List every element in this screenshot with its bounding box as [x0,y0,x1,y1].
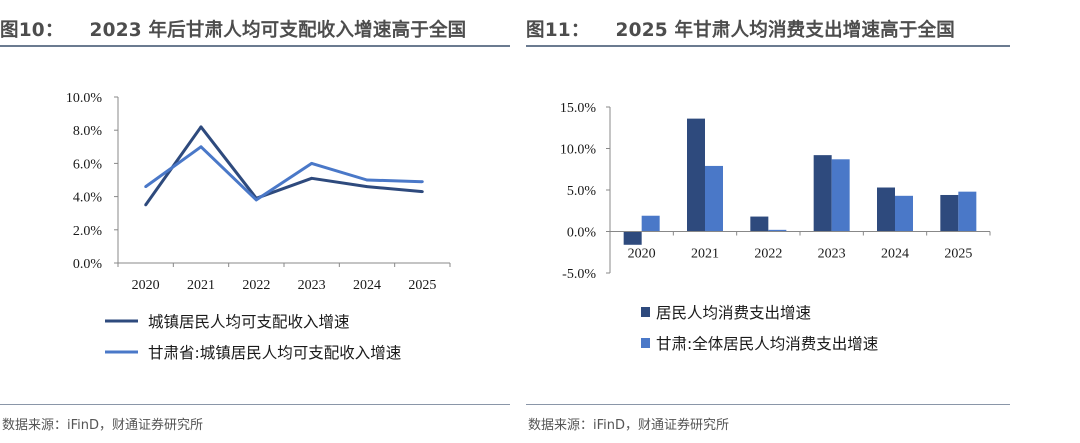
x-tick-label: 2021 [187,278,215,293]
x-tick-label: 2024 [881,247,909,262]
data-point [365,185,369,189]
x-tick-label: 2020 [628,247,656,262]
series-line-2 [144,145,423,202]
x-tick-label: 2020 [132,278,160,293]
x-tick-label: 2023 [298,278,326,293]
y-tick-label: 5.0% [567,184,597,199]
bar-series-1 [687,118,705,232]
figure-10-title-text: 2023 年后甘肃人均可支配收入增速高于全国 [89,20,467,41]
figure-10-source: 数据来源：iFinD，财通证券研究所 [2,418,204,433]
legend-label-1: 城镇居民人均可支配收入增速 [148,313,350,331]
bar-series-2 [768,229,787,232]
figure-11-source: 数据来源：iFinD，财通证券研究所 [528,418,730,433]
figure-11: 图11： 2025 年甘肃人均消费支出增速高于全国 -5.0% 0.0% 5.0% 10… [526,0,1080,443]
bar-series-2 [641,215,660,232]
figure-10: 图10： 2023 年后甘肃人均可支配收入增速高于全国 0.0% 2.0% 4.0% 6… [0,0,520,443]
bar-series-1 [940,194,959,232]
bar-series-2 [705,165,723,232]
x-tick-label: 2022 [242,278,270,293]
y-tick-label: -5.0% [562,267,596,282]
data-point [420,180,424,184]
figure-11-top-rule [526,45,1010,47]
data-point [254,198,258,202]
data-point [199,145,203,149]
figure-10-top-rule [0,45,510,47]
y-tick-label: 8.0% [73,124,103,139]
data-point [144,203,148,207]
x-tick-label: 2024 [353,278,381,293]
legend-label-2: 甘肃省:城镇居民人均可支配收入增速 [148,344,401,362]
legend-label-2: 甘肃:全体居民人均消费支出增速 [656,335,878,353]
data-point [420,190,424,194]
figure-10-label: 图10： [0,20,64,41]
series-line-1 [144,125,423,206]
x-tick-label: 2022 [754,247,782,262]
y-tick-label: 10.0% [560,143,597,158]
data-point [199,125,203,129]
bar-series-1 [877,187,895,232]
figure-11-title-text: 2025 年甘肃人均消费支出增速高于全国 [615,20,955,41]
bar-chart: -5.0% 0.0% 5.0% 10.0% 15.0% 2020 2021 2022 2023 2… [560,101,991,353]
y-tick-label: 2.0% [73,224,103,239]
figure-11-title: 图11： 2025 年甘肃人均消费支出增速高于全国 [526,16,955,42]
x-tick-label: 2025 [408,278,436,293]
figure-10-title: 图10： 2023 年后甘肃人均可支配收入增速高于全国 [0,16,466,42]
y-tick-label: 4.0% [73,191,103,206]
y-tick-label: 10.0% [66,91,103,106]
figure-11-bottom-rule [526,404,1010,405]
data-point [310,176,314,180]
bar-series-1 [813,155,832,232]
y-tick-label: 6.0% [73,157,103,172]
figure-10-bottom-rule [0,404,510,405]
y-tick-label: 0.0% [567,226,597,241]
y-tick-label: 15.0% [560,101,597,116]
bar-series-2 [831,159,850,232]
data-point [365,178,369,182]
x-tick-label: 2023 [818,247,846,262]
bar-series-2 [958,191,977,232]
bar-series-2 [895,195,913,232]
x-tick-label: 2021 [691,247,719,262]
bar-series-1 [750,216,769,232]
x-tick-label: 2025 [944,247,972,262]
legend-swatch-2 [641,338,650,348]
data-point [310,162,314,165]
legend-label-1: 居民人均消费支出增速 [656,304,811,322]
y-tick-label: 0.0% [73,257,103,272]
data-point [144,185,148,189]
figure-11-label: 图11： [526,20,590,41]
bar-series-1 [623,231,642,245]
legend-swatch-1 [641,307,650,317]
line-chart: 0.0% 2.0% 4.0% 6.0% 8.0% 10.0% 2020 2021 2022 202… [66,91,451,362]
